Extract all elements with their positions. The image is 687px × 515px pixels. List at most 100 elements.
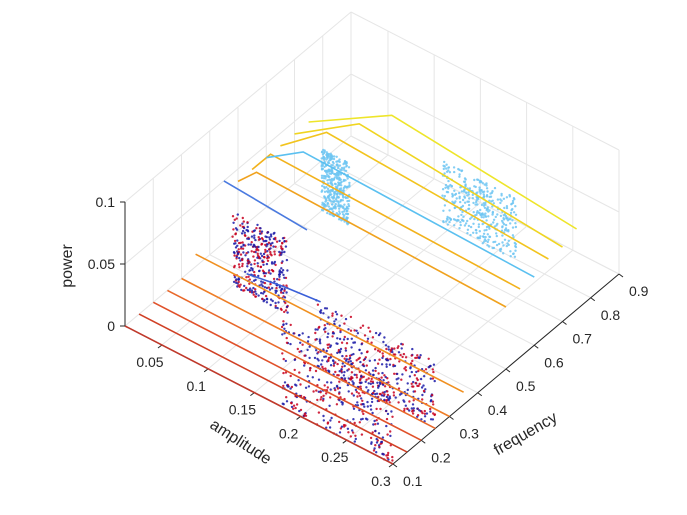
chaotic-point-4 bbox=[509, 218, 512, 221]
chaotic-point-2 bbox=[284, 245, 288, 248]
chaotic-point-2 bbox=[269, 233, 273, 236]
chaotic-point-4 bbox=[483, 229, 486, 232]
chaotic-point-2 bbox=[252, 255, 255, 258]
chaotic-point-1 bbox=[366, 337, 370, 340]
chaotic-point-0 bbox=[356, 404, 360, 407]
chaotic-point-0 bbox=[361, 417, 364, 421]
chaotic-point-4 bbox=[502, 218, 506, 221]
chaotic-point-1 bbox=[410, 370, 413, 374]
chaotic-point-1 bbox=[314, 338, 317, 341]
chaotic-point-2 bbox=[268, 236, 271, 239]
chaotic-point-3 bbox=[338, 207, 341, 210]
chaotic-point-2 bbox=[239, 283, 242, 286]
chaotic-point-0 bbox=[347, 431, 350, 434]
chaotic-point-4 bbox=[452, 166, 456, 169]
chaotic-point-4 bbox=[471, 197, 474, 200]
chaotic-point-4 bbox=[483, 238, 487, 241]
chaotic-point-1 bbox=[385, 365, 388, 368]
chaotic-point-3 bbox=[331, 184, 334, 187]
chaotic-point-2 bbox=[265, 286, 269, 290]
chaotic-point-4 bbox=[512, 211, 516, 214]
chaotic-point-2 bbox=[242, 226, 246, 230]
chaotic-point-0 bbox=[370, 400, 374, 404]
chaotic-point-1 bbox=[351, 376, 354, 380]
chaotic-point-2 bbox=[262, 292, 265, 295]
chaotic-point-1 bbox=[425, 412, 429, 415]
chaotic-point-2 bbox=[233, 218, 236, 221]
chaotic-point-4 bbox=[488, 199, 491, 202]
y-tick-label: 0.4 bbox=[488, 402, 508, 418]
chaotic-point-1 bbox=[388, 395, 391, 398]
chaotic-point-1 bbox=[429, 410, 432, 413]
chaotic-point-4 bbox=[482, 202, 485, 205]
chaotic-point-1 bbox=[355, 329, 358, 332]
chaotic-point-3 bbox=[324, 197, 328, 201]
chaotic-point-1 bbox=[363, 334, 367, 337]
chaotic-point-4 bbox=[485, 195, 489, 198]
chaotic-point-2 bbox=[274, 301, 277, 305]
chaotic-point-4 bbox=[457, 219, 460, 222]
chaotic-point-0 bbox=[346, 427, 350, 430]
chaotic-point-2 bbox=[269, 253, 272, 256]
chaotic-point-2 bbox=[241, 216, 244, 220]
chaotic-point-1 bbox=[314, 331, 317, 335]
chaotic-point-2 bbox=[252, 250, 256, 254]
z-tick-label: 0 bbox=[107, 318, 115, 334]
chaotic-point-3 bbox=[326, 173, 329, 176]
chaotic-point-0 bbox=[307, 385, 311, 388]
chaotic-point-2 bbox=[278, 239, 281, 243]
series-line-10 bbox=[266, 151, 535, 278]
chaotic-point-3 bbox=[326, 154, 330, 158]
chaotic-point-1 bbox=[334, 310, 337, 314]
chaotic-point-0 bbox=[280, 325, 284, 329]
chaotic-point-1 bbox=[333, 320, 336, 323]
chaotic-point-2 bbox=[260, 280, 263, 283]
chaotic-point-0 bbox=[369, 404, 372, 407]
chaotic-point-1 bbox=[429, 377, 432, 380]
chaotic-point-1 bbox=[340, 314, 343, 317]
chaotic-point-2 bbox=[264, 294, 268, 298]
chaotic-point-2 bbox=[232, 221, 235, 224]
chaotic-point-3 bbox=[342, 186, 346, 190]
chaotic-point-0 bbox=[307, 335, 310, 339]
chaotic-point-1 bbox=[416, 384, 419, 388]
chaotic-point-4 bbox=[461, 218, 464, 222]
chaotic-point-3 bbox=[326, 202, 329, 206]
chaotic-point-2 bbox=[267, 256, 270, 259]
y-tick-label: 0.6 bbox=[544, 354, 564, 370]
chaotic-point-1 bbox=[404, 366, 407, 369]
chaotic-point-4 bbox=[484, 212, 487, 215]
chaotic-point-4 bbox=[447, 169, 450, 172]
chaotic-point-1 bbox=[342, 338, 346, 341]
chaotic-point-4 bbox=[446, 215, 449, 219]
scatter-layer bbox=[231, 148, 518, 462]
chaotic-point-4 bbox=[493, 186, 497, 190]
chaotic-point-4 bbox=[466, 194, 469, 197]
chaotic-point-1 bbox=[410, 354, 413, 357]
chaotic-point-3 bbox=[321, 189, 324, 192]
chaotic-point-1 bbox=[374, 369, 377, 373]
chaotic-point-1 bbox=[344, 317, 348, 321]
chaotic-point-0 bbox=[385, 417, 389, 421]
chaotic-point-4 bbox=[496, 213, 499, 216]
chaotic-point-4 bbox=[460, 190, 464, 193]
chaotic-point-2 bbox=[269, 282, 272, 286]
chaotic-point-4 bbox=[445, 217, 449, 220]
chaotic-point-1 bbox=[326, 346, 330, 349]
chaotic-point-2 bbox=[247, 275, 250, 278]
chaotic-point-4 bbox=[441, 188, 445, 191]
chaotic-point-4 bbox=[486, 233, 489, 236]
chaotic-point-4 bbox=[492, 202, 495, 205]
chaotic-point-2 bbox=[267, 271, 270, 274]
chaotic-point-1 bbox=[380, 363, 384, 366]
chaotic-point-2 bbox=[274, 245, 277, 248]
chaotic-point-2 bbox=[250, 241, 253, 244]
chaotic-point-3 bbox=[332, 177, 336, 181]
chaotic-point-0 bbox=[317, 378, 321, 381]
chaotic-point-1 bbox=[396, 372, 399, 376]
series-line-6 bbox=[246, 273, 321, 303]
chaotic-point-2 bbox=[276, 278, 279, 281]
chaotic-point-0 bbox=[350, 371, 354, 374]
chaotic-point-0 bbox=[386, 412, 390, 416]
chaotic-point-0 bbox=[340, 425, 344, 428]
